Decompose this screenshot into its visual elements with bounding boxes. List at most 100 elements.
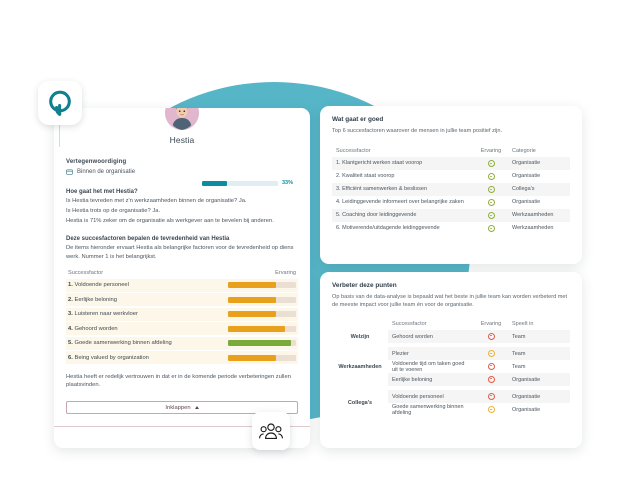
category-label: Organisatie	[512, 173, 541, 180]
face-happy-icon	[487, 198, 495, 206]
face-happy-icon	[487, 159, 495, 167]
experience-cell	[470, 376, 512, 384]
good-table-header: Successfactor Ervaring Categorie	[332, 148, 570, 157]
status-line: Hestia is 71% zeker om de organisatie al…	[66, 218, 274, 225]
collapse-button-label: Inklappen	[165, 404, 191, 411]
table-row[interactable]: Plezier Team	[388, 347, 570, 361]
face-happy-icon	[487, 185, 495, 193]
factor-name: Eerlijke beloning	[72, 296, 117, 303]
closing-note: Hestia heeft er redelijk vertrouwen in d…	[66, 374, 291, 389]
table-row[interactable]: Eerlijke beloning Organisatie	[388, 373, 570, 387]
representation-value: Binnen de organisatie	[77, 169, 136, 175]
plays-in-label: Team	[512, 333, 526, 340]
team-tile[interactable]	[252, 412, 290, 450]
group-rows: Voldoende personeel Organisatie Goede same…	[388, 390, 570, 416]
experience-cell	[470, 211, 512, 219]
improve-card-subtitle: Op basis van de data-analyse is bepaald …	[332, 294, 568, 308]
factor-label: 2. Eerlijke beloning	[68, 297, 117, 303]
table-row[interactable]: 5. Coaching door leidinggevende Werkzaamh…	[332, 208, 570, 222]
table-row[interactable]: 4. Gehoord worden	[66, 322, 298, 336]
table-row[interactable]: 3. Efficiënt samenwerken & beslissen Coll…	[332, 182, 570, 196]
face-sad-icon	[487, 393, 495, 401]
improve-table-header: Successfactor Ervaring Speelt in	[332, 321, 570, 330]
experience-bar-track	[228, 282, 296, 289]
plays-in-label: Organisatie	[512, 376, 541, 383]
table-row[interactable]: 2. Kwaliteit staat voorop Organisatie	[332, 170, 570, 183]
face-sad-icon	[487, 363, 495, 371]
good-table-body: 1. Klantgericht werken staat voorop Organ…	[332, 156, 570, 235]
face-sad-icon	[487, 333, 495, 341]
factor-label: Plezier	[392, 350, 409, 357]
factor-label: 2. Kwaliteit staat voorop	[336, 173, 395, 180]
experience-bar-fill	[228, 354, 276, 361]
logo-stem	[59, 125, 60, 147]
collapse-button[interactable]: Inklappen	[66, 401, 298, 414]
factor-label: Voldoende personeel	[392, 393, 444, 400]
factor-name: Luisteren naar werkvloer	[72, 311, 138, 318]
experience-cell	[470, 159, 512, 167]
col-experience: Ervaring	[480, 147, 502, 154]
experience-cell	[470, 198, 512, 206]
experience-bar-fill	[228, 340, 292, 347]
factor-label: 1. Voldoende personeel	[68, 282, 129, 288]
experience-cell	[470, 406, 512, 414]
status-line: Is Hestia tevreden met z'n werkzaamheden…	[66, 197, 247, 204]
factor-name: Voldoende personeel	[72, 282, 129, 289]
factor-label: 3. Luisteren naar werkvloer	[68, 311, 138, 317]
experience-bar-track	[228, 354, 296, 361]
factor-rank: 1.	[68, 282, 73, 289]
group-rows: Plezier Team Voldoende tijd om taken goed …	[388, 347, 570, 387]
speech-bubble-logo-icon	[48, 90, 72, 116]
experience-cell	[470, 363, 512, 371]
table-row[interactable]: 4. Leidinggevende informeert over belang…	[332, 196, 570, 209]
factor-name: Goede samenwerking binnen afdeling	[72, 340, 172, 347]
factors-body: De items hieronder ervaart Hestia als be…	[66, 245, 294, 260]
face-neutral-icon	[487, 406, 495, 414]
experience-bar-fill	[228, 325, 286, 332]
factor-label: 4. Gehoord worden	[68, 326, 118, 332]
category-label: Werkzaamheden	[512, 212, 554, 219]
face-happy-icon	[487, 224, 495, 232]
table-row[interactable]: Gehoord worden Team	[388, 330, 570, 344]
table-row[interactable]: 1. Voldoende personeel	[66, 278, 298, 292]
table-row[interactable]: Goede samenwerking binnen afdeling Organi…	[388, 403, 570, 416]
app-logo-tile[interactable]	[38, 81, 82, 125]
factor-name: Gehoord worden	[72, 325, 118, 332]
card-divider	[54, 426, 310, 427]
col-experience: Ervaring	[480, 321, 502, 328]
col-factor: Successfactor	[68, 269, 104, 276]
table-row[interactable]: 5. Goede samenwerking binnen afdeling	[66, 336, 298, 350]
factor-rank: 6.	[68, 354, 73, 361]
table-row[interactable]: 1. Klantgericht werken staat voorop Organ…	[332, 156, 570, 170]
table-row[interactable]: Voldoende tijd om taken goed uit te voer…	[388, 360, 570, 373]
group-rows: Gehoord worden Team	[388, 330, 570, 344]
group-label: Collega's	[347, 400, 373, 407]
building-icon	[66, 169, 73, 175]
factor-name: Being valued by organization	[72, 354, 149, 361]
progress-track	[202, 180, 278, 186]
factor-label: Voldoende tijd om taken goed uit te voer…	[392, 360, 465, 373]
status-title: Hoe gaat het met Hestia?	[66, 189, 138, 195]
col-factor: Successfactor	[392, 321, 427, 328]
col-group	[336, 321, 392, 327]
col-experience: Ervaring	[275, 269, 296, 276]
group-label: Werkzaamheden	[338, 363, 382, 370]
progress-percent-label: 33%	[282, 180, 294, 186]
avatar-block: Hestia	[66, 108, 298, 145]
table-row[interactable]: 3. Luisteren naar werkvloer	[66, 307, 298, 321]
table-row[interactable]: 6. Motiverende/uitdagende leidinggevende…	[332, 222, 570, 235]
status-lines: Is Hestia tevreden met z'n werkzaamheden…	[66, 198, 298, 226]
plays-in-label: Organisatie	[512, 406, 541, 413]
plays-in-label: Team	[512, 350, 526, 357]
people-group-icon	[259, 421, 283, 441]
table-row[interactable]: 2. Eerlijke beloning	[66, 293, 298, 307]
table-row[interactable]: 6. Being valued by organization	[66, 351, 298, 365]
table-row[interactable]: Voldoende personeel Organisatie	[388, 390, 570, 404]
factor-rank: 2.	[68, 296, 73, 303]
representation-value-row: Binnen de organisatie	[66, 169, 298, 175]
experience-cell	[470, 185, 512, 193]
col-factor: Successfactor	[336, 147, 371, 154]
col-category: Categorie	[512, 147, 536, 154]
good-card-subtitle: Top 6 succesfactoren waarover de mensen …	[332, 128, 503, 134]
experience-bar-fill	[228, 311, 276, 318]
